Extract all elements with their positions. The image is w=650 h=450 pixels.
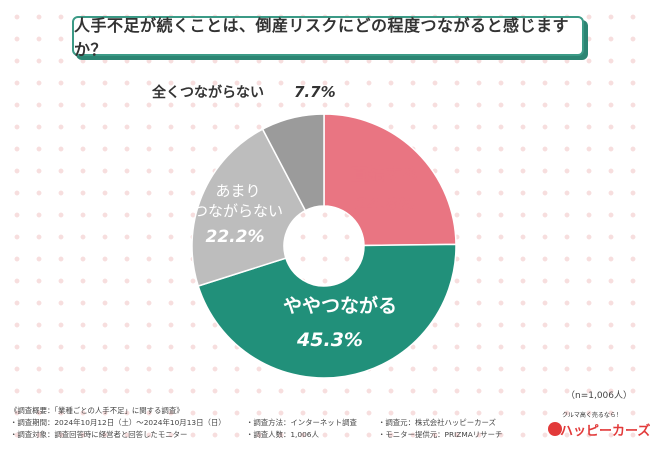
company-logo: クルマ高く売るなら！ ハッピーカーズ (548, 410, 650, 442)
chart-title-box: 人手不足が続くことは、倒産リスクにどの程度つながると感じますか？ (72, 16, 584, 59)
donut-slice (261, 113, 325, 212)
slice-value: 22.2% (206, 227, 265, 247)
sample-size-label: （n=1,006人） (565, 391, 632, 401)
footer-count: ・調査人数：1,006人 (246, 430, 319, 439)
donut-slice (323, 113, 457, 247)
donut-slice (191, 128, 307, 287)
logo-tagline: クルマ高く売るなら！ (562, 412, 622, 419)
logo-name: ハッピーカーズ (560, 424, 650, 439)
footer-period: ・調査期間：2024年10月12日（土）～2024年10月13日（日） (10, 418, 226, 427)
footer-summary-title: 《調査概要：「業種ごとの人手不足」に関する調査》 (10, 406, 184, 415)
chart-title: 人手不足が続くことは、倒産リスクにどの程度つながると感じますか？ (74, 16, 570, 59)
logo-mark-icon (548, 422, 562, 436)
donut-slice (197, 243, 457, 379)
slice-label: 全くつながらない (151, 84, 264, 101)
slice-value: 45.3% (296, 329, 363, 351)
slice-value: 7.7% (294, 83, 336, 101)
slice-label: ややつながる (283, 294, 397, 317)
footer-monitor: ・モニター提供元：PRIZMAリサーチ (378, 430, 503, 439)
footer-method: ・調査方法：インターネット調査 (246, 418, 357, 427)
slice-label: あまりつながらない (193, 182, 283, 220)
slice-value: 24.8% (356, 195, 415, 215)
footer-source: ・調査元：株式会社ハッピーカーズ (378, 418, 496, 427)
slice-label: 直結する (351, 164, 419, 185)
footer-target: ・調査対象：調査回答時に経営者と回答したモニター (10, 430, 188, 439)
